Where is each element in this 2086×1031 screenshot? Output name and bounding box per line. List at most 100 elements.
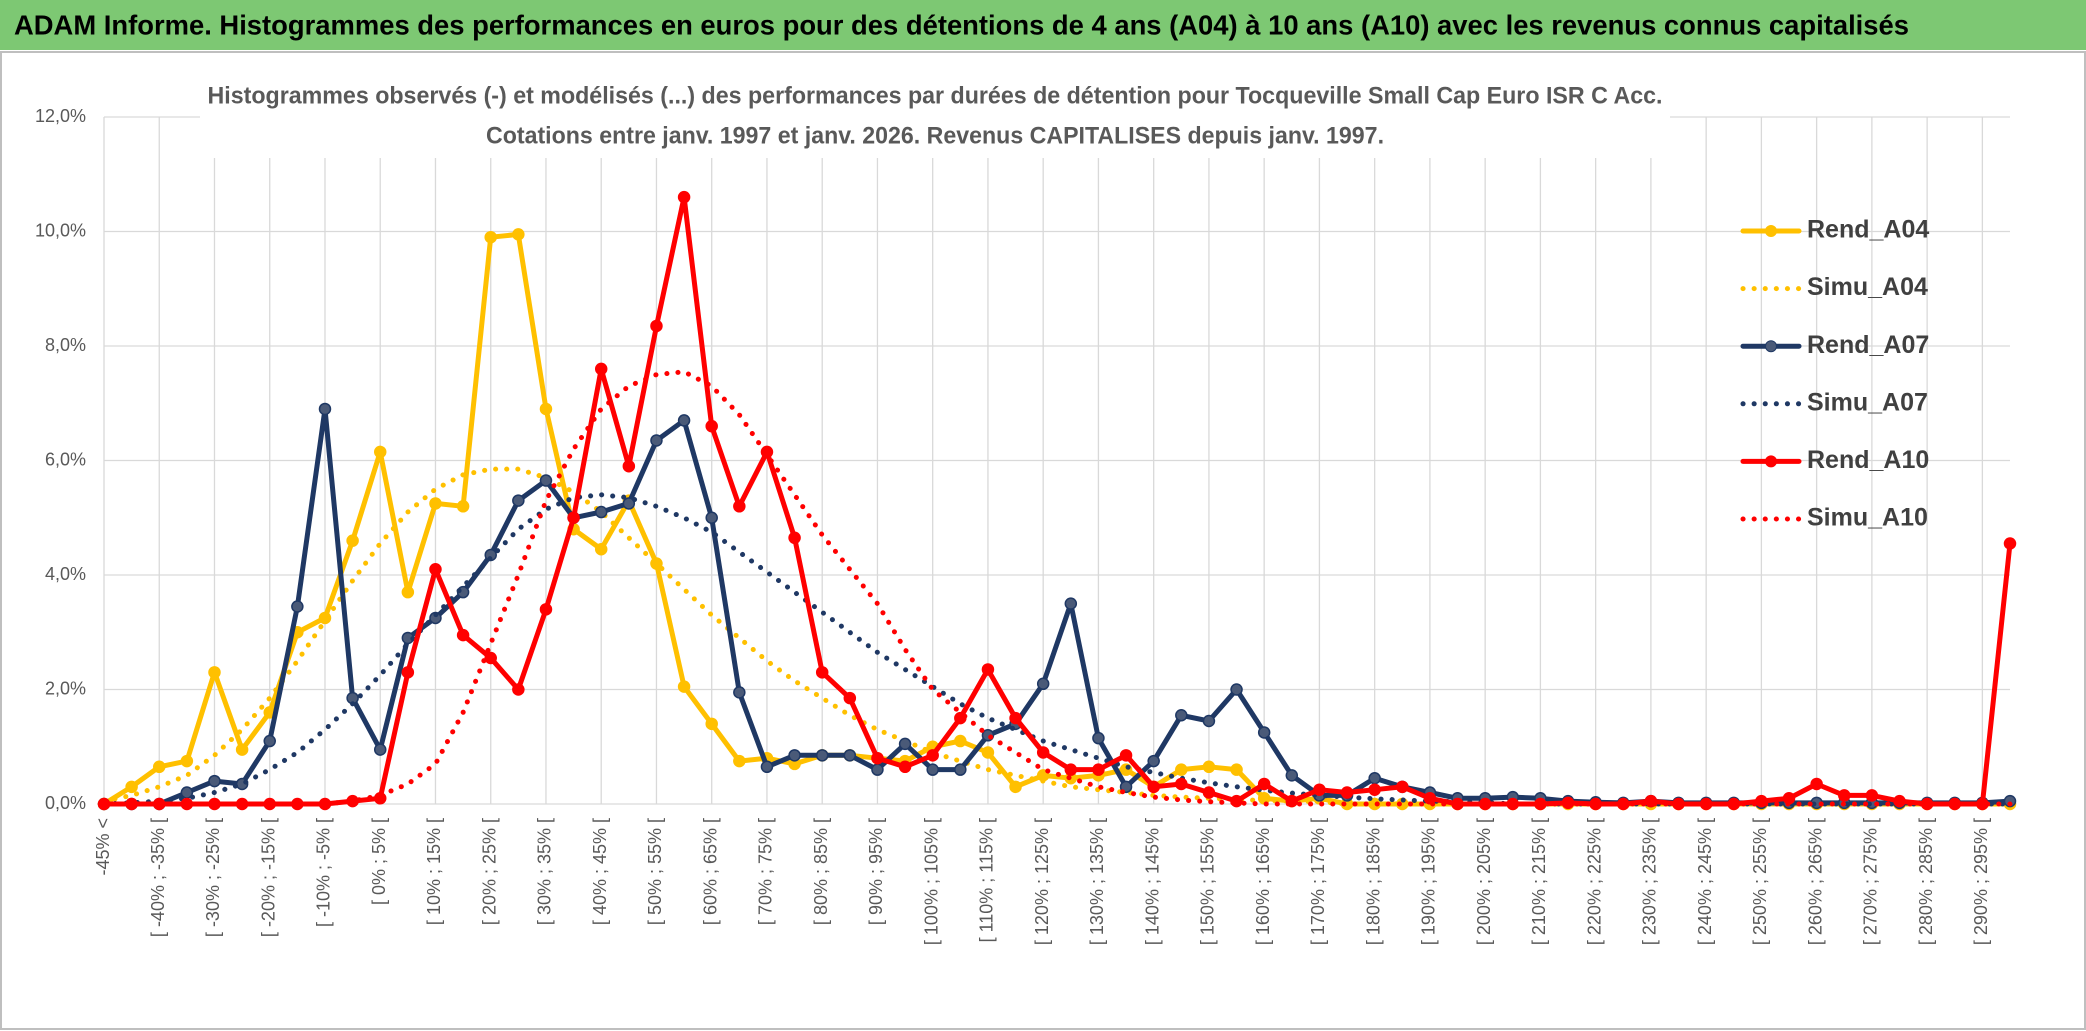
data-point xyxy=(650,434,663,447)
x-tick-label: [ 240% ; 245% [ xyxy=(1695,818,1715,945)
legend-label: Simu_A04 xyxy=(1807,273,1928,301)
data-point xyxy=(1340,786,1354,799)
data-point xyxy=(926,763,939,776)
x-tick-label: [ 120% ; 125% [ xyxy=(1032,818,1052,945)
x-tick-label: [ 10% ; 15% [ xyxy=(424,818,444,925)
data-point xyxy=(926,749,939,762)
data-point xyxy=(1202,714,1216,728)
data-point xyxy=(208,774,221,788)
series-line xyxy=(101,194,2013,807)
x-tick-label: [ 260% ; 265% [ xyxy=(1805,818,1825,945)
data-point xyxy=(1009,711,1022,725)
data-point xyxy=(1147,754,1160,768)
data-point xyxy=(1092,731,1105,745)
x-tick-label: [ 290% ; 295% [ xyxy=(1971,818,1991,945)
data-point xyxy=(152,760,166,774)
data-point xyxy=(539,402,553,416)
data-point xyxy=(125,780,138,794)
data-point xyxy=(705,511,718,524)
y-tick-label: 0,0% xyxy=(45,793,86,813)
x-tick-label: [ 270% ; 275% [ xyxy=(1861,818,1881,945)
chart-title: ADAM Informe. Histogrammes des performan… xyxy=(14,9,1909,40)
x-tick-label: [ 30% ; 35% [ xyxy=(535,818,555,925)
data-point xyxy=(318,402,332,416)
data-point xyxy=(512,228,525,241)
data-point xyxy=(1202,786,1216,799)
data-point xyxy=(650,319,663,333)
data-point xyxy=(429,563,442,576)
data-point xyxy=(291,600,304,613)
data-point xyxy=(1009,780,1022,794)
data-point xyxy=(2003,794,2017,808)
data-point xyxy=(733,754,746,768)
x-tick-label: [ 40% ; 45% [ xyxy=(590,818,610,925)
data-point xyxy=(208,666,221,679)
data-point xyxy=(733,500,746,513)
data-point xyxy=(1202,760,1216,774)
legend-label: Simu_A10 xyxy=(1807,504,1928,532)
data-point xyxy=(539,474,553,487)
data-point xyxy=(954,734,967,748)
data-point xyxy=(1451,797,1464,811)
data-point xyxy=(788,531,801,545)
x-tick-label: [ 210% ; 215% [ xyxy=(1529,818,1549,945)
data-point xyxy=(594,362,608,376)
data-point xyxy=(2003,537,2017,550)
data-point xyxy=(1285,769,1299,782)
x-tick-label: [ 160% ; 165% [ xyxy=(1253,818,1273,945)
data-point xyxy=(622,497,636,510)
x-tick-label: [ 200% ; 205% [ xyxy=(1474,818,1494,945)
data-point xyxy=(373,743,387,756)
data-point xyxy=(1064,597,1078,610)
x-tick-label: [ 180% ; 185% [ xyxy=(1363,818,1383,945)
x-tick-label: [ 140% ; 145% [ xyxy=(1142,818,1162,945)
x-tick-label: [ 110% ; 115% [ xyxy=(977,818,997,942)
subtitle-background xyxy=(200,78,1670,158)
x-tick-label: [ 230% ; 235% [ xyxy=(1640,818,1660,945)
x-tick-label: [ 20% ; 25% [ xyxy=(479,818,499,925)
y-tick-label: 8,0% xyxy=(45,335,86,355)
data-point xyxy=(1423,792,1437,805)
x-tick-label: [ 250% ; 255% [ xyxy=(1750,818,1770,945)
data-point xyxy=(705,717,718,731)
legend-label: Simu_A07 xyxy=(1807,388,1928,416)
x-tick-label: [ 220% ; 225% [ xyxy=(1584,818,1604,945)
data-point xyxy=(1368,771,1381,785)
data-point xyxy=(373,445,387,459)
data-point xyxy=(512,494,525,507)
x-tick-label: [ -40% ; -35% [ xyxy=(148,818,168,937)
x-tick-label: [ -20% ; -15% [ xyxy=(258,818,278,937)
x-tick-label: [ 60% ; 65% [ xyxy=(700,818,720,925)
data-point xyxy=(346,534,359,547)
x-tick-label: -45% < xyxy=(93,818,113,876)
legend-marker xyxy=(1765,225,1777,237)
legend-label: Rend_A04 xyxy=(1807,216,1929,244)
legend-marker xyxy=(1765,340,1777,353)
data-point xyxy=(815,749,829,762)
data-point xyxy=(1865,789,1879,802)
data-point xyxy=(1257,726,1271,739)
data-point xyxy=(456,500,470,513)
data-point xyxy=(1368,783,1381,796)
data-point xyxy=(512,683,525,696)
data-point xyxy=(622,459,636,473)
legend-label: Rend_A07 xyxy=(1807,331,1929,359)
x-tick-label: [ 100% ; 105% [ xyxy=(921,818,941,945)
data-point xyxy=(484,230,497,244)
y-tick-label: 10,0% xyxy=(35,220,86,240)
data-point xyxy=(1313,783,1326,796)
data-point xyxy=(815,666,829,679)
series-line xyxy=(101,369,2013,807)
data-point xyxy=(456,628,470,642)
chart-subtitle: Histogrammes observés (-) et modélisés (… xyxy=(208,82,1663,109)
data-point xyxy=(539,603,553,616)
data-point xyxy=(1838,789,1851,802)
data-point xyxy=(1230,763,1243,776)
y-tick-label: 2,0% xyxy=(45,678,86,698)
data-point xyxy=(843,691,857,705)
data-point xyxy=(788,749,801,762)
data-point xyxy=(677,190,691,204)
data-point xyxy=(180,754,194,768)
x-tick-label: [ -10% ; -5% [ xyxy=(314,818,334,927)
x-tick-label: [ 280% ; 285% [ xyxy=(1916,818,1936,945)
